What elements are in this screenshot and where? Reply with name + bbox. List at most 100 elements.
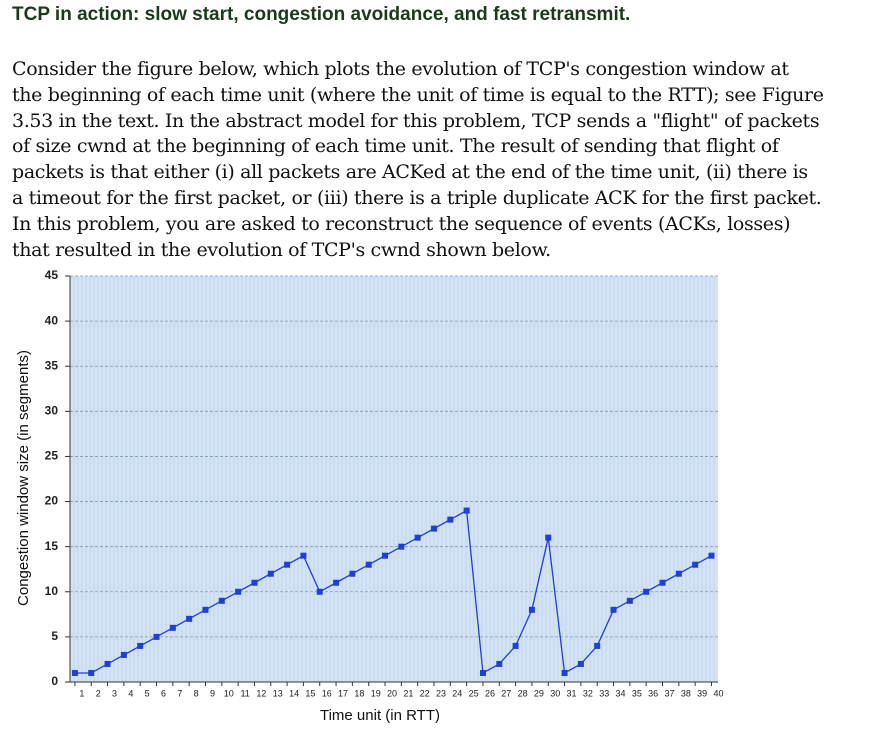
x-tick-label: 8 [194,688,199,698]
y-tick-label: 30 [45,404,59,418]
x-tick-label: 34 [616,688,626,698]
x-tick-label: 15 [305,688,315,698]
text-line: In this problem, you are asked to recons… [12,212,791,235]
y-tick-label: 10 [45,584,59,598]
x-tick-label: 16 [322,688,332,698]
x-tick-label: 17 [338,688,348,698]
x-tick-label: 39 [697,688,707,698]
paragraph: Consider the figure below, which plots t… [12,57,824,263]
point [120,651,127,658]
point [610,606,617,613]
y-tick-label: 15 [45,539,59,553]
x-tick-label: 21 [403,688,413,698]
text-line: a timeout for the first packet, or (iii)… [12,186,822,209]
x-tick-label: 1 [79,688,84,698]
point [333,579,340,586]
x-tick-label: 11 [240,688,249,698]
x-tick-label: 28 [518,688,528,698]
x-tick-label: 30 [550,688,560,698]
point [594,642,601,649]
x-tick-label: 20 [387,688,397,698]
point [430,525,437,532]
x-tick-label: 29 [534,688,544,698]
x-tick-label: 37 [664,688,674,698]
text-line: Consider the figure below, which plots t… [12,58,789,80]
point [626,597,633,604]
point [528,606,535,613]
point [545,534,552,541]
x-tick-label: 9 [210,688,215,698]
x-tick-label: 38 [681,688,691,698]
point [267,570,274,577]
x-tick-label: 24 [452,688,462,698]
point [463,507,470,514]
point [202,606,209,613]
y-tick-label: 40 [45,313,59,327]
x-tick-label: 25 [469,688,479,698]
x-tick-label: 6 [161,688,166,698]
point [300,552,307,559]
point [251,579,258,586]
y-tick-label: 5 [51,629,58,643]
x-tick-label: 5 [145,688,150,698]
y-axis-label: Congestion window size (in segments) [15,350,32,606]
point [316,588,323,595]
point [659,579,666,586]
point [512,642,519,649]
point [137,642,144,649]
text-line: that resulted in the evolution of TCP's … [12,238,551,261]
point [365,561,372,568]
point [577,660,584,667]
point [169,624,176,631]
x-tick-label: 33 [599,688,609,698]
x-tick-label: 26 [485,688,495,698]
title: TCP in action: slow start, congestion av… [12,4,631,25]
x-axis-label: Time unit (in RTT) [320,707,440,724]
x-tick-label: 40 [713,688,723,698]
point [447,516,454,523]
y-tick-label: 20 [45,494,59,508]
x-tick-label: 27 [501,688,511,698]
point [496,660,503,667]
x-tick-label: 36 [648,688,658,698]
y-tick-label: 25 [45,449,59,463]
x-tick-label: 18 [354,688,364,698]
point [218,597,225,604]
x-tick-label: 23 [436,688,446,698]
point [479,669,486,676]
x-tick-label: 12 [256,688,266,698]
text-line: 3.53 in the text. In the abstract model … [12,109,820,132]
y-tick-label: 45 [45,268,59,282]
x-tick-label: 35 [632,688,642,698]
y-tick-label: 35 [45,358,59,372]
point [643,588,650,595]
point [561,669,568,676]
point [284,561,291,568]
x-tick-label: 4 [128,688,133,698]
point [88,669,95,676]
line-series [74,509,712,675]
x-tick-label: 22 [420,688,430,698]
x-tick-label: 2 [96,688,101,698]
x-tick-label: 7 [177,688,182,698]
point [382,552,389,559]
x-tick-label: 3 [112,688,117,698]
x-tick-label: 32 [583,688,593,698]
point [153,633,160,640]
point [398,543,405,550]
text-line: packets is that either (i) all packets a… [12,161,808,184]
point [692,561,699,568]
point [349,570,356,577]
text-line: the beginning of each time unit (where t… [12,83,824,106]
x-tick-label: 31 [567,688,577,698]
point [71,669,78,676]
point [675,570,682,577]
x-tick-label: 19 [371,688,381,698]
point [414,534,421,541]
x-tick-label: 10 [224,688,234,698]
point [235,588,242,595]
y-tick-label: 0 [51,674,58,688]
point [186,615,193,622]
